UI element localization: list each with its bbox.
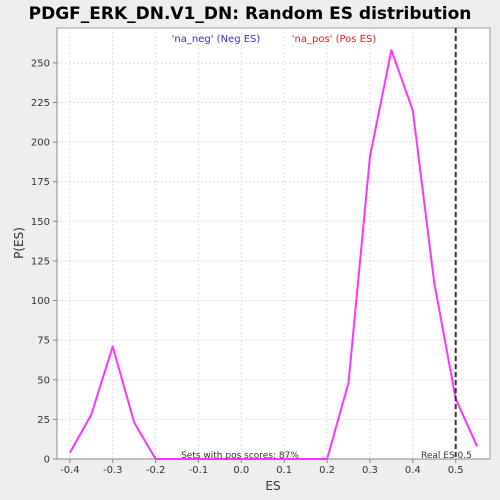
x-tick-label: 0.5 — [448, 465, 464, 476]
legend-neg-label: 'na_neg' (Neg ES) — [172, 34, 261, 45]
x-axis-label: ES — [265, 479, 280, 493]
y-tick-label: 100 — [31, 296, 50, 307]
x-tick-label: -0.3 — [103, 465, 123, 476]
y-tick-label: 225 — [31, 98, 50, 109]
x-tick-label: 0.3 — [362, 465, 378, 476]
sets-pos-annotation: Sets with pos scores: 87% — [181, 451, 299, 461]
real-es-annotation: Real ES 0.5 — [421, 451, 472, 461]
x-tick-label: -0.2 — [146, 465, 166, 476]
chart-title: PDGF_ERK_DN.V1_DN: Random ES distributio… — [29, 4, 472, 24]
es-distribution-line — [69, 49, 479, 460]
y-tick-label: 150 — [31, 217, 50, 228]
y-tick-label: 125 — [31, 256, 50, 267]
y-tick-label: 200 — [31, 138, 50, 149]
x-tick-label: 0.1 — [276, 465, 292, 476]
x-tick-label: -0.4 — [60, 465, 80, 476]
y-tick-label: 175 — [31, 177, 50, 188]
x-axis: -0.4 -0.3 -0.2 -0.1 0.0 0.1 0.2 0.3 0.4 0.5 — [57, 458, 490, 476]
gridlines — [57, 28, 490, 459]
legend-pos-label: 'na_pos' (Pos ES) — [292, 34, 377, 45]
plot-area — [56, 27, 491, 460]
series-layer — [69, 49, 479, 460]
y-tick-label: 25 — [37, 415, 50, 426]
y-axis: 0 25 50 75 100 125 150 175 200 225 250 — [31, 28, 58, 466]
y-axis-label: P(ES) — [12, 227, 26, 259]
y-tick-label: 250 — [31, 58, 50, 69]
y-tick-label: 75 — [37, 336, 50, 347]
y-tick-label: 50 — [37, 375, 50, 386]
y-tick-label: 0 — [44, 455, 50, 466]
x-tick-label: 0.2 — [319, 465, 335, 476]
x-tick-label: 0.4 — [405, 465, 421, 476]
x-tick-label: -0.1 — [189, 465, 209, 476]
x-tick-label: 0.0 — [233, 465, 249, 476]
